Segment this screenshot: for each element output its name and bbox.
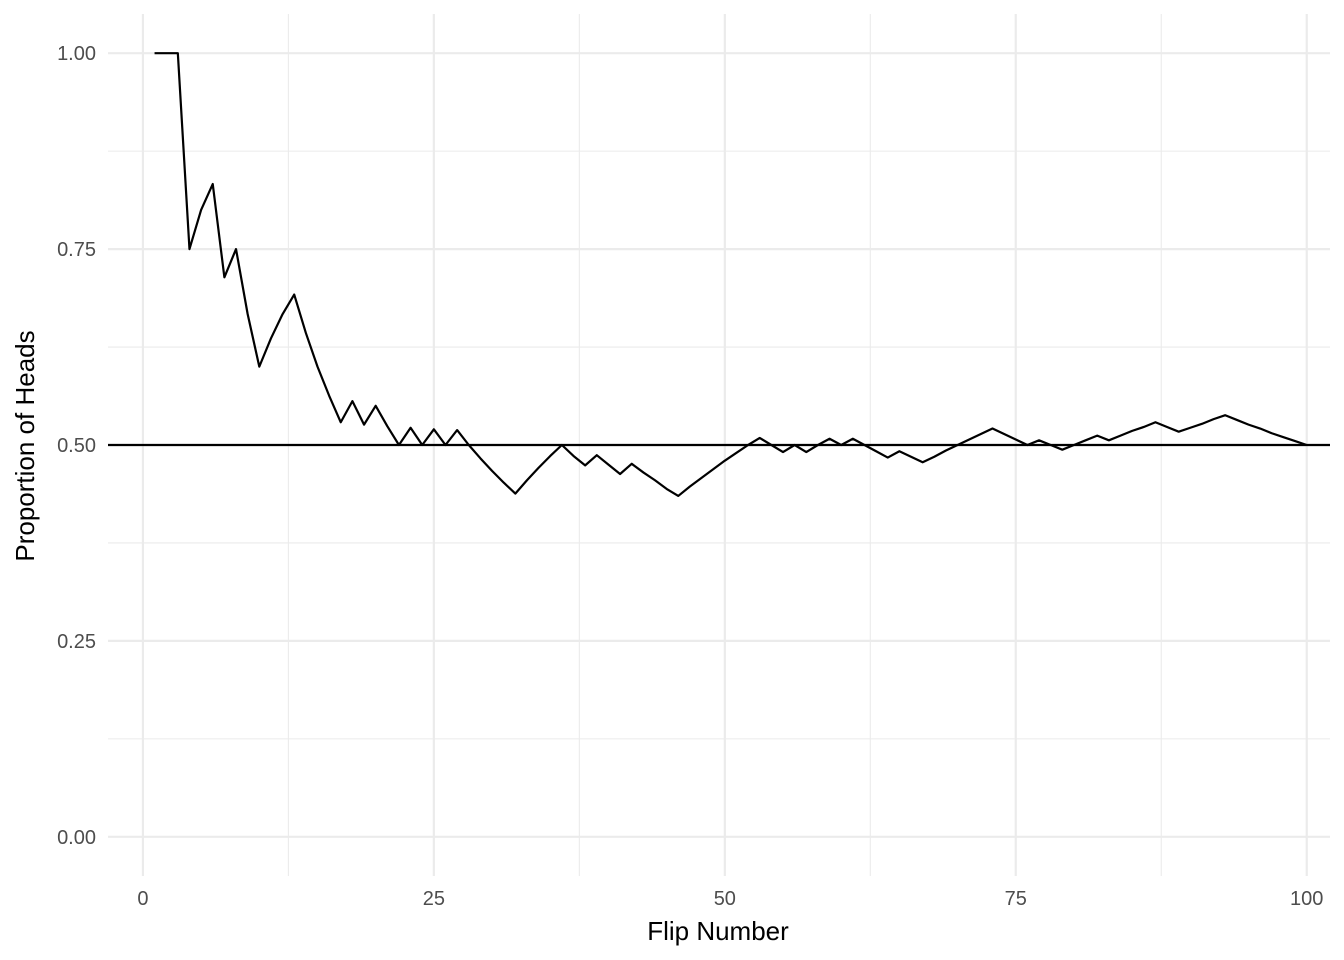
y-axis-title: Proportion of Heads [10, 330, 40, 561]
x-tick-label: 100 [1290, 888, 1323, 910]
proportion-line [154, 52, 1308, 498]
x-tick-label: 0 [137, 888, 148, 910]
y-tick-label: 1.00 [57, 43, 96, 65]
x-axis-tick-labels: 0 25 50 75 100 [137, 888, 1323, 910]
series-group [154, 52, 1308, 498]
x-tick-label: 25 [423, 888, 445, 910]
y-tick-label: 0.25 [57, 631, 96, 653]
y-axis-tick-labels: 0.00 0.25 0.50 0.75 1.00 [57, 43, 96, 849]
x-tick-label: 75 [1005, 888, 1027, 910]
y-tick-label: 0.75 [57, 239, 96, 261]
y-tick-label: 0.00 [57, 827, 96, 849]
y-tick-label: 0.50 [57, 435, 96, 457]
x-tick-label: 50 [714, 888, 736, 910]
x-axis-title: Flip Number [647, 916, 789, 946]
